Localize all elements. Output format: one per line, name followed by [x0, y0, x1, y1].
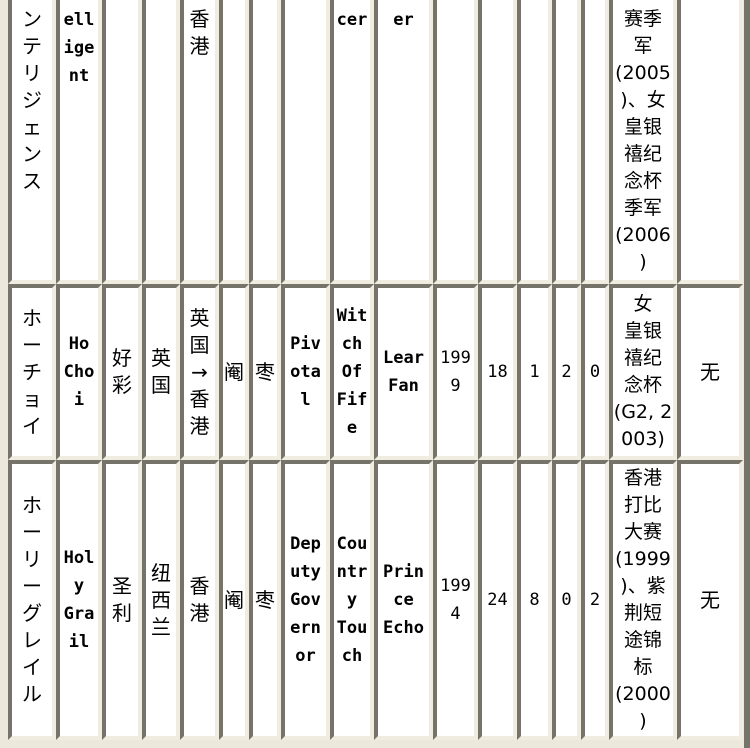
cell-damsire: Prin ce Echo: [374, 460, 433, 740]
cell-location: 香 港: [180, 0, 219, 284]
cell-year: 199 4: [433, 460, 478, 740]
cell-jp-name: ン テ リ ジ ェ ン ス: [8, 0, 56, 284]
cell-dam: Cou ntr y Tou ch: [330, 460, 374, 740]
cell-notes: 无: [677, 460, 743, 740]
cell-sire: Dep uty Gov ern or: [281, 460, 330, 740]
cell-thirds: [581, 0, 609, 284]
table-outer-border: [744, 0, 750, 748]
table-row: ン テ リ ジ ェ ン ス ell ige nt 香 港 cer er 赛季 军…: [8, 0, 743, 284]
cell-cn-name: 好 彩: [102, 284, 142, 460]
cell-origin: 英 国: [142, 284, 180, 460]
cell-damsire: Lear Fan: [374, 284, 433, 460]
cell-dam: cer: [330, 0, 374, 284]
table-row: ホ ー チ ョ イ Ho Cho i 好 彩 英 国 英 国 → 香 港 阉 枣…: [8, 284, 743, 460]
cell-seconds: 2: [552, 284, 581, 460]
cell-origin: 纽 西 兰: [142, 460, 180, 740]
cell-coat: 枣: [249, 284, 281, 460]
cell-notes: [677, 0, 743, 284]
cell-cn-name: 圣 利: [102, 460, 142, 740]
cell-thirds: 0: [581, 284, 609, 460]
cell-jp-name: ホ ー チ ョ イ: [8, 284, 56, 460]
table-row: ホ ー リ ー グ レ イ ル Hol y Gra il 圣 利 纽 西 兰 香…: [8, 460, 743, 740]
cell-starts: 18: [478, 284, 517, 460]
cell-honours: 女 皇银 禧纪 念杯 (G2, 2 003): [609, 284, 677, 460]
cell-sex: 阉: [219, 284, 249, 460]
horse-data-table: ン テ リ ジ ェ ン ス ell ige nt 香 港 cer er 赛季 军…: [8, 0, 743, 740]
cell-year: 199 9: [433, 284, 478, 460]
cell-seconds: [552, 0, 581, 284]
cell-origin: [142, 0, 180, 284]
cell-en-name: Ho Cho i: [56, 284, 102, 460]
cell-dam: Wit ch Of Fif e: [330, 284, 374, 460]
cell-sex: [219, 0, 249, 284]
cell-coat: [249, 0, 281, 284]
cell-wins: 1: [517, 284, 552, 460]
cell-sire: Piv ota l: [281, 284, 330, 460]
cell-cn-name: [102, 0, 142, 284]
cell-honours: 赛季 军 (2005 )、女 皇银 禧纪 念杯 季军 (2006 ): [609, 0, 677, 284]
cell-thirds: 2: [581, 460, 609, 740]
cell-sire: [281, 0, 330, 284]
cell-honours: 香港 打比 大赛 (1999 )、紫 荆短 途锦 标 (2000 ): [609, 460, 677, 740]
cell-notes: 无: [677, 284, 743, 460]
cell-coat: 枣: [249, 460, 281, 740]
cell-jp-name: ホ ー リ ー グ レ イ ル: [8, 460, 56, 740]
cell-damsire: er: [374, 0, 433, 284]
cell-year: [433, 0, 478, 284]
cell-starts: 24: [478, 460, 517, 740]
cell-location: 香 港: [180, 460, 219, 740]
cell-wins: 8: [517, 460, 552, 740]
cell-location: 英 国 → 香 港: [180, 284, 219, 460]
cell-sex: 阉: [219, 460, 249, 740]
cell-seconds: 0: [552, 460, 581, 740]
cell-starts: [478, 0, 517, 284]
cell-wins: [517, 0, 552, 284]
cell-en-name: ell ige nt: [56, 0, 102, 284]
cell-en-name: Hol y Gra il: [56, 460, 102, 740]
